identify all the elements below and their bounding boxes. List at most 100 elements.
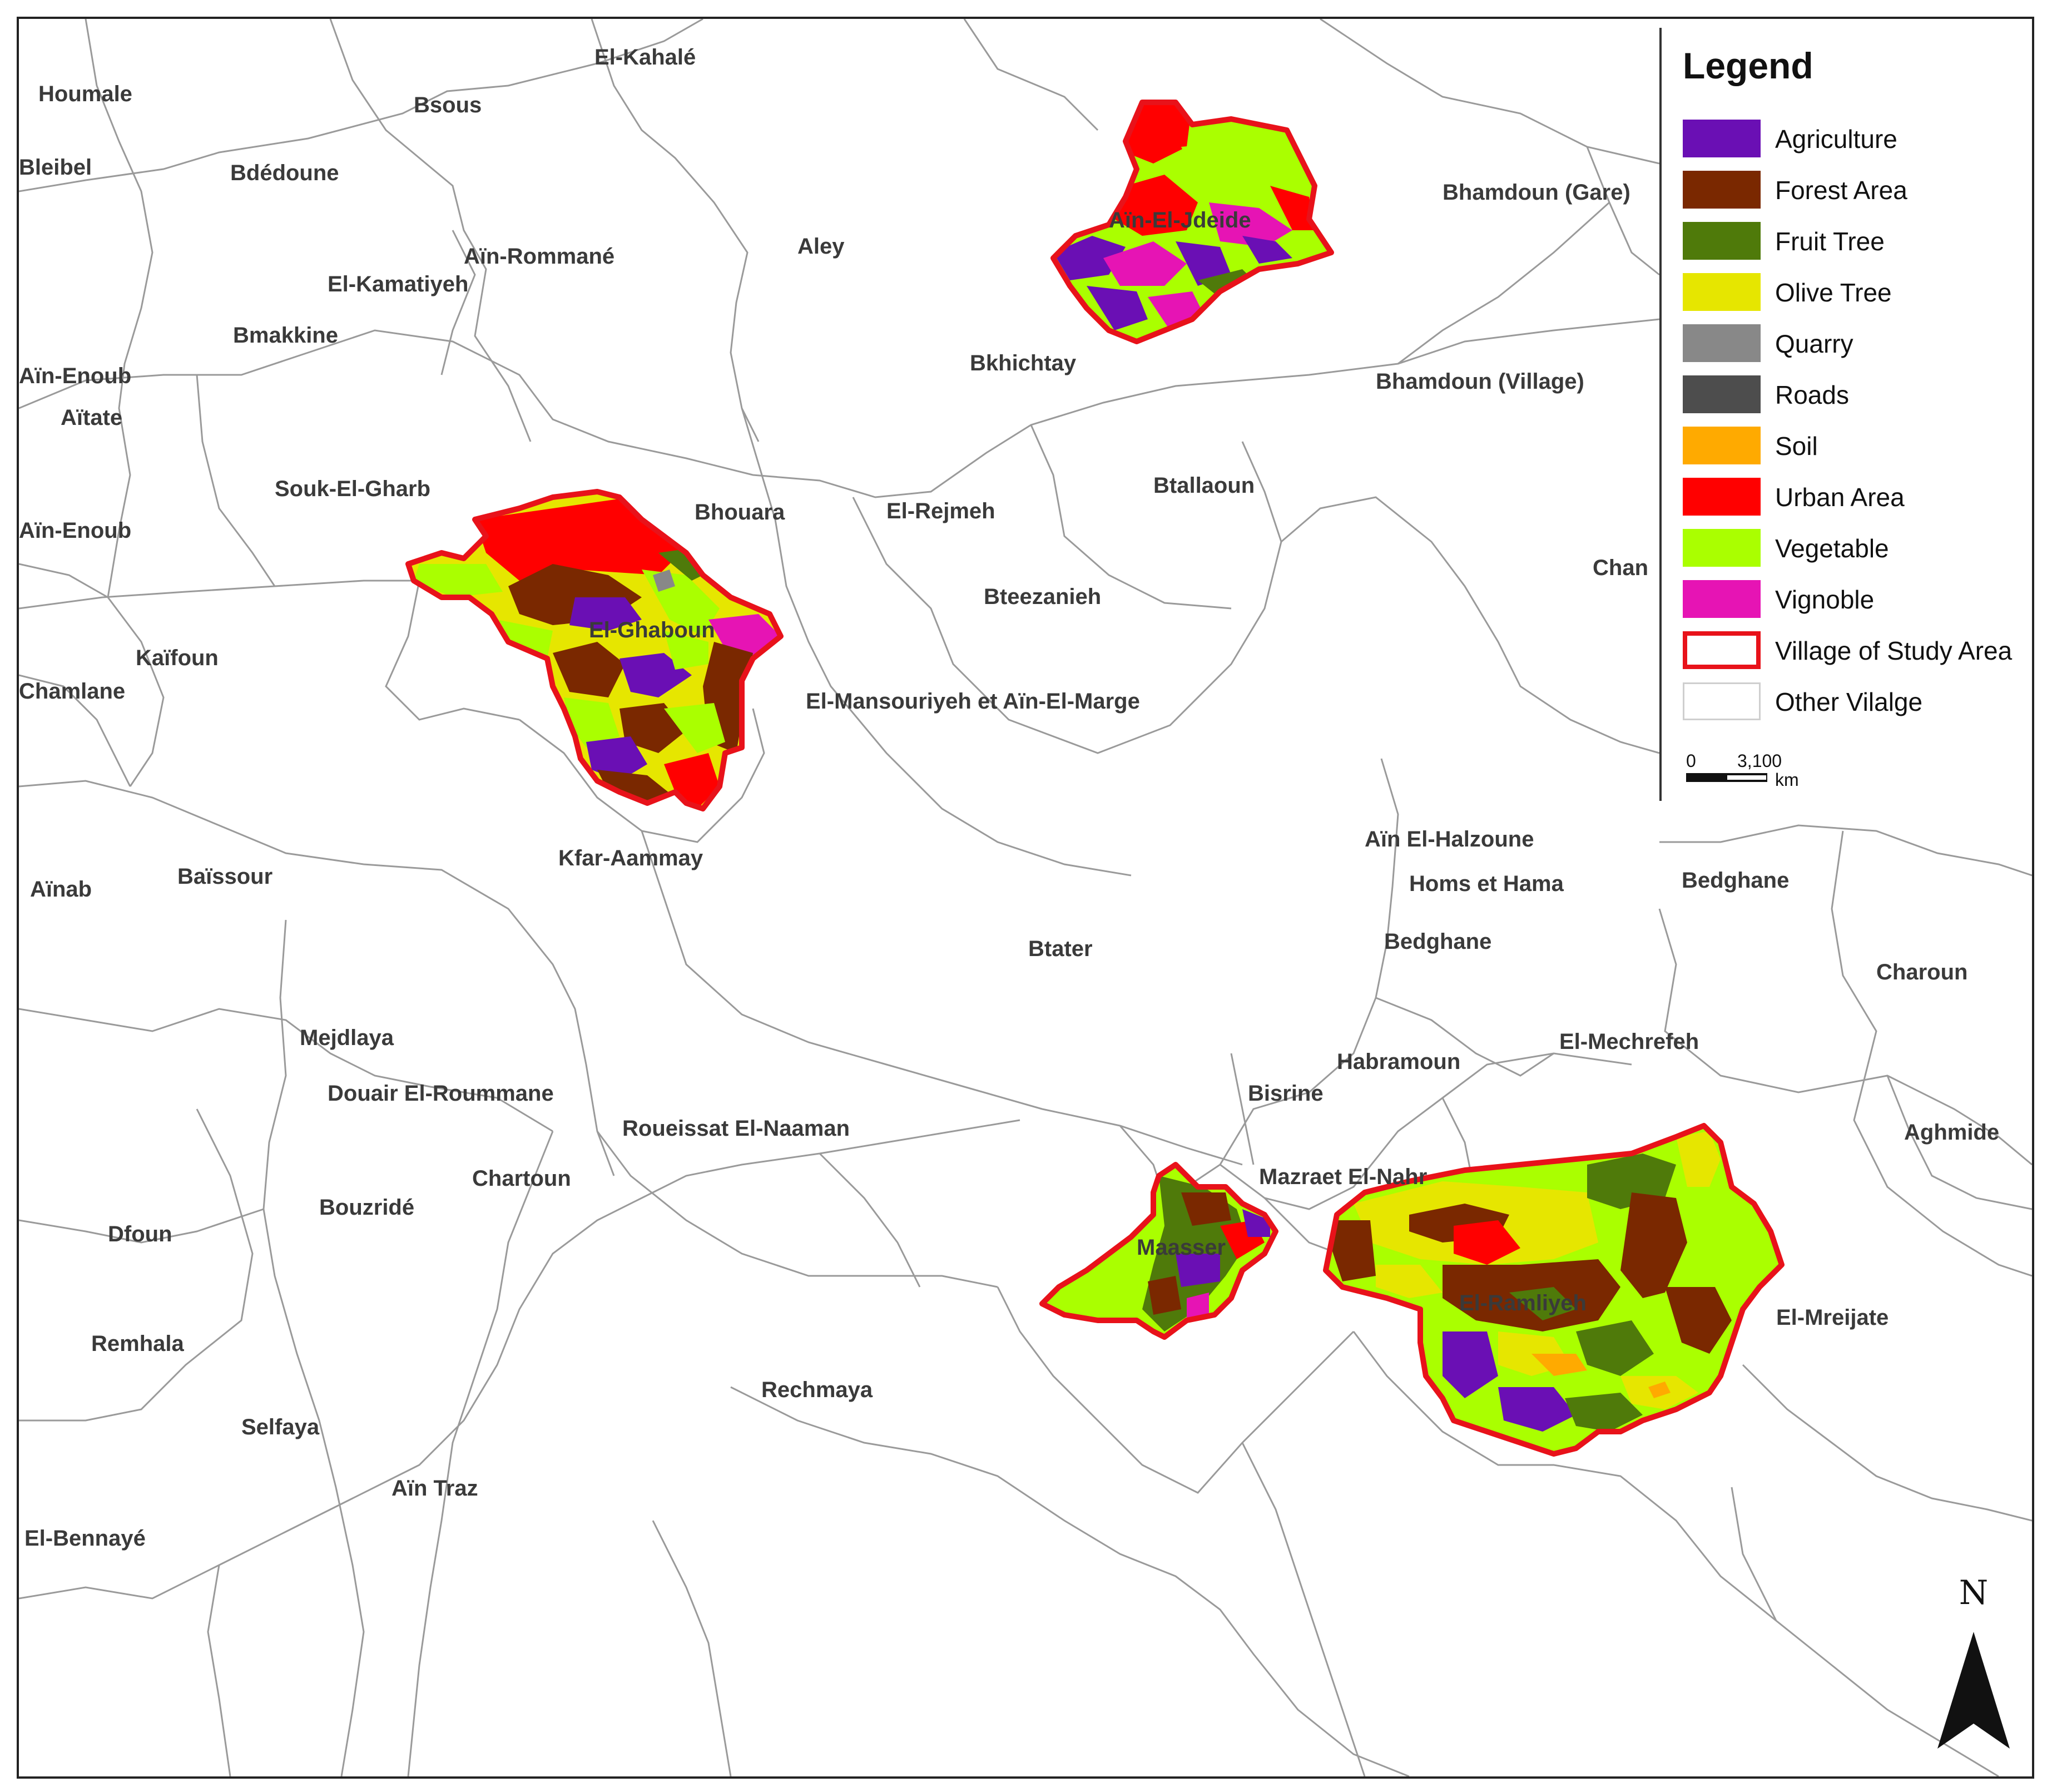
- legend-item-olive-tree: Olive Tree: [1683, 273, 2032, 312]
- village-label: El-Kahalé: [594, 45, 696, 70]
- village-label: Rechmaya: [761, 1378, 873, 1402]
- legend-swatch: [1683, 324, 1761, 362]
- legend-label: Quarry: [1775, 329, 1853, 358]
- legend-swatch: [1683, 375, 1761, 413]
- village-label: Selfaya: [241, 1415, 320, 1439]
- scale-value: 3,100: [1737, 751, 1782, 771]
- village-boundaries: [19, 19, 2032, 1776]
- village-label: El-Mreijate: [1776, 1305, 1889, 1330]
- village-label: Douair El-Roummane: [328, 1081, 554, 1106]
- legend-swatch: [1683, 171, 1761, 209]
- village-label: Aïn El-Halzoune: [1365, 827, 1534, 852]
- legend-swatch: [1683, 580, 1761, 618]
- village-label: Kfar-Aammay: [558, 846, 703, 870]
- legend-label: Agriculture: [1775, 125, 1897, 154]
- village-label: Aïn-Enoub: [19, 518, 131, 543]
- legend-swatch: [1683, 427, 1761, 464]
- village-label: Aley: [797, 234, 845, 259]
- village-label: Bhamdoun (Gare): [1443, 180, 1630, 205]
- village-label: Aïn-Rommané: [464, 244, 614, 269]
- legend-label: Village of Study Area: [1775, 636, 2013, 665]
- legend-label: Forest Area: [1775, 176, 1907, 205]
- village-label: Remhala: [91, 1331, 184, 1356]
- legend-swatch: [1683, 222, 1761, 260]
- legend-label: Olive Tree: [1775, 278, 1892, 307]
- legend-swatch: [1683, 478, 1761, 516]
- legend-item-agriculture: Agriculture: [1683, 120, 2032, 159]
- legend-swatch: [1683, 529, 1761, 567]
- village-label: Habramoun: [1337, 1050, 1460, 1074]
- village-label: Souk-El-Gharb: [275, 477, 430, 501]
- village-label: Bhouara: [695, 500, 785, 524]
- village-label: Bmakkine: [233, 323, 338, 348]
- village-label: Bleibel: [19, 155, 92, 180]
- legend-label: Vegetable: [1775, 534, 1889, 563]
- village-label: El-Mansouriyeh et Aïn-El-Marge: [806, 689, 1140, 714]
- village-label: Bdédoune: [230, 161, 339, 185]
- village-label: Aïtate: [61, 405, 122, 430]
- village-label: Aghmide: [1904, 1120, 1999, 1145]
- village-labels: Houmale El-Kahalé Bsous Bleibel Bdédoune…: [19, 45, 1999, 1551]
- legend-item-vegetable: Vegetable: [1683, 529, 2032, 568]
- legend-item-other-village: Other Vilalge: [1683, 682, 2032, 721]
- village-label: El-Rejmeh: [886, 499, 995, 523]
- legend-label: Urban Area: [1775, 483, 1905, 512]
- village-label: Bsous: [414, 93, 482, 117]
- legend-label: Fruit Tree: [1775, 227, 1885, 256]
- legend-item-roads: Roads: [1683, 375, 2032, 414]
- map-legend: Legend Agriculture Forest Area Fruit Tre…: [1659, 28, 2032, 801]
- village-label: El-Bennayé: [24, 1526, 146, 1551]
- village-label: Baïssour: [177, 864, 272, 889]
- legend-item-fruit-tree: Fruit Tree: [1683, 222, 2032, 261]
- legend-item-village-of-study-area: Village of Study Area: [1683, 631, 2032, 670]
- village-label: El-Ghaboun: [589, 618, 715, 642]
- north-arrow-graphic: N: [1937, 1573, 2010, 1749]
- north-label: N: [1959, 1573, 1989, 1612]
- village-label: Houmale: [38, 82, 132, 106]
- scale-segment: [1727, 775, 1766, 780]
- legend-label: Other Vilalge: [1775, 687, 1923, 716]
- village-label: Homs et Hama: [1409, 872, 1564, 896]
- village-label: Bkhichtay: [970, 351, 1077, 375]
- village-label: Bisrine: [1248, 1081, 1324, 1106]
- village-label: Bhamdoun (Village): [1376, 369, 1584, 394]
- scale-unit: km: [1775, 770, 1799, 790]
- village-label: Mazraet El-Nahr: [1259, 1165, 1427, 1189]
- village-label: El-Ramliyeh: [1459, 1291, 1587, 1315]
- village-label: Bedghane: [1384, 929, 1491, 954]
- village-label: Aïn Traz: [391, 1476, 478, 1501]
- village-label: Aïnab: [30, 877, 92, 902]
- legend-item-vignoble: Vignoble: [1683, 580, 2032, 619]
- village-label: Maasser: [1137, 1235, 1226, 1260]
- village-label: Aïn-El-Jdeide: [1109, 208, 1251, 232]
- scale-bar: 0 3,100 km: [1684, 751, 1873, 795]
- scale-zero: 0: [1686, 751, 1696, 771]
- village-label: El-Mechrefeh: [1559, 1029, 1699, 1054]
- village-label: Roueissat El-Naaman: [622, 1116, 850, 1141]
- legend-item-quarry: Quarry: [1683, 324, 2032, 363]
- north-arrow-icon: N: [1926, 1571, 2021, 1754]
- legend-label: Roads: [1775, 380, 1849, 409]
- legend-swatch: [1683, 682, 1761, 720]
- legend-swatch: [1683, 273, 1761, 311]
- village-label: Chamlane: [19, 679, 125, 704]
- legend-item-soil: Soil: [1683, 427, 2032, 466]
- legend-swatch: [1683, 120, 1761, 157]
- village-label: Btallaoun: [1153, 473, 1255, 498]
- legend-swatch: [1683, 631, 1761, 669]
- legend-title: Legend: [1683, 45, 1813, 86]
- study-area-el-ghaboun[interactable]: [403, 486, 792, 820]
- village-label: Chartoun: [472, 1166, 571, 1191]
- legend-item-forest-area: Forest Area: [1683, 171, 2032, 210]
- village-label: Dfoun: [108, 1222, 172, 1246]
- village-label: Bteezanieh: [984, 585, 1101, 609]
- legend-label: Soil: [1775, 432, 1818, 461]
- legend-item-urban-area: Urban Area: [1683, 478, 2032, 517]
- village-label: Chan: [1593, 556, 1648, 580]
- map-frame: Houmale El-Kahalé Bsous Bleibel Bdédoune…: [17, 17, 2034, 1779]
- village-label: Mejdlaya: [300, 1026, 394, 1050]
- village-label: Kaïfoun: [136, 646, 219, 670]
- map-canvas[interactable]: Houmale El-Kahalé Bsous Bleibel Bdédoune…: [19, 19, 2032, 1776]
- village-label: Bouzridé: [319, 1195, 414, 1220]
- village-label: Bedghane: [1682, 868, 1789, 893]
